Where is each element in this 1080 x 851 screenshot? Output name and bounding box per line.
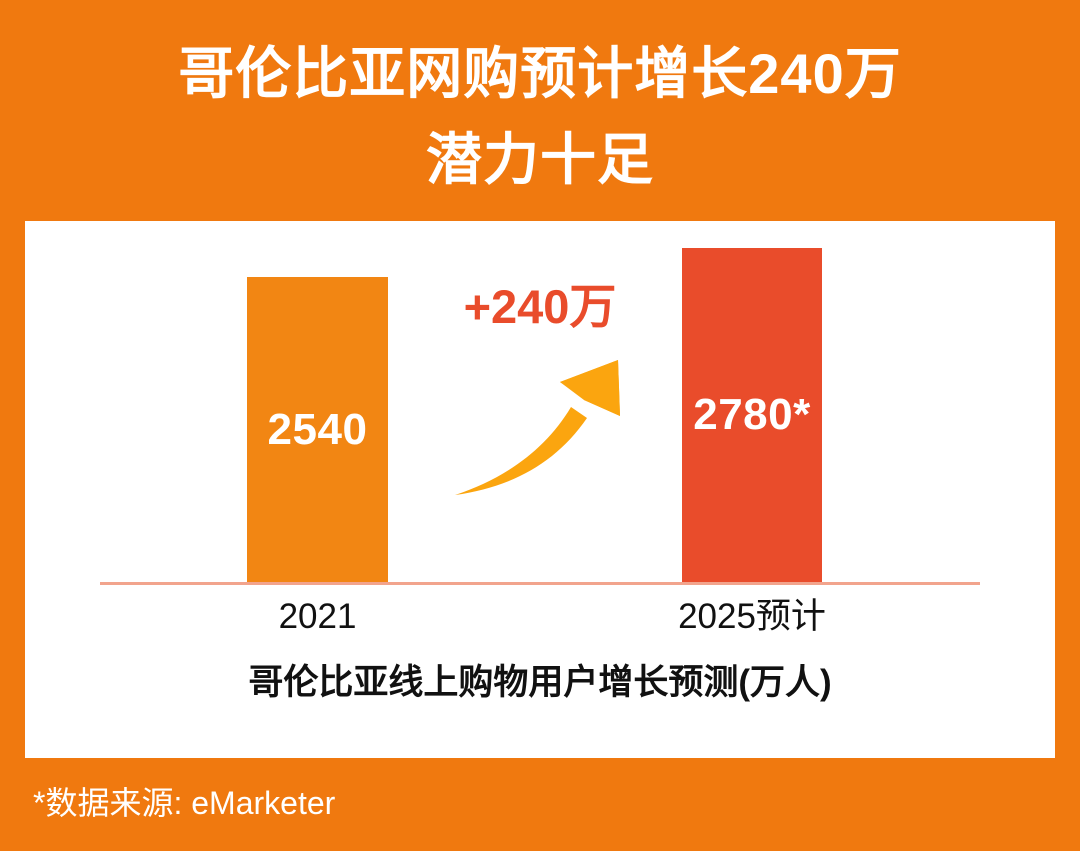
bar-2025-value-label: 2780* — [693, 390, 811, 439]
bar-2021-value-label: 2540 — [267, 404, 368, 454]
x-axis-label-2025: 2025预计 — [678, 597, 826, 636]
page-title-line2: 潜力十足 — [426, 128, 654, 191]
x-axis-label-2021: 2021 — [278, 597, 357, 636]
bar-2025-forecast: 2780* — [682, 248, 822, 582]
growth-arrow-icon — [450, 352, 630, 502]
growth-annotation: +240万 — [463, 280, 617, 333]
bar-2021: 2540 — [247, 277, 388, 582]
chart-caption: 哥伦比亚线上购物用户增长预测(万人) — [248, 663, 832, 702]
chart-card: 2540 2780* +240万 2021 2025预计 哥伦比亚线上购物用户增… — [25, 221, 1055, 758]
data-source-note: *数据来源: eMarketer — [33, 785, 336, 821]
x-axis-baseline — [100, 582, 980, 585]
page-title-line1: 哥伦比亚网购预计增长240万 — [178, 42, 902, 105]
